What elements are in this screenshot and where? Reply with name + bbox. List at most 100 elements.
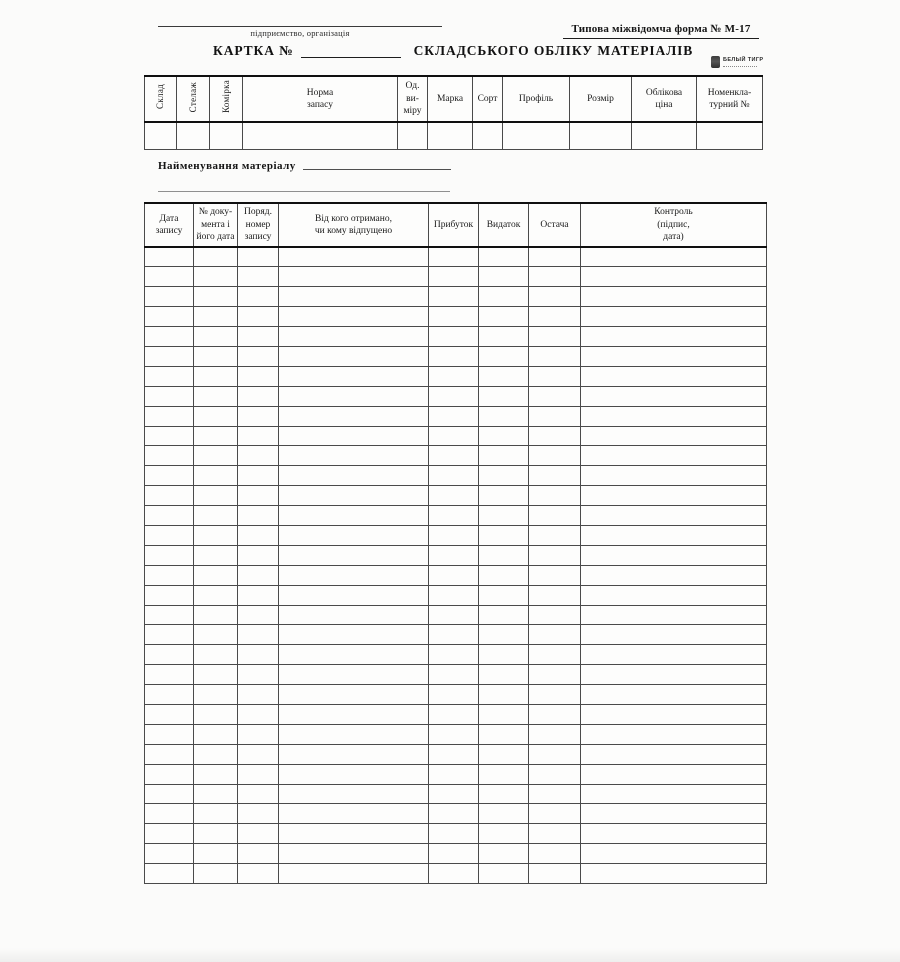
empty-cell-vid-koho [278, 604, 429, 626]
empty-cell-data-zapysu [144, 465, 194, 487]
empty-cell-ostacha [528, 723, 581, 745]
empty-cell-prybutok [428, 584, 479, 606]
empty-cell-data-zapysu [144, 823, 194, 845]
empty-cell-poriadkovyi-nomer [237, 326, 279, 347]
empty-cell-prybutok [428, 684, 479, 705]
empty-cell-sklad [144, 121, 177, 150]
empty-row [144, 843, 767, 865]
empty-cell-marka [427, 121, 473, 150]
empty-cell-nomer-dokumenta [193, 266, 238, 288]
empty-cell-prybutok [428, 524, 479, 546]
empty-cell-poriadkovyi-nomer [237, 365, 279, 387]
empty-cell-vid-koho [278, 445, 429, 467]
empty-cell-vydatok [478, 246, 529, 268]
header-row: Склад Стелаж Комірка Норма запасу Од. ви- мі… [144, 75, 763, 123]
company-fill-in-line [158, 26, 442, 27]
empty-cell-vydatok [478, 286, 529, 308]
empty-cell-vydatok [478, 703, 529, 725]
empty-cell-nomer-dokumenta [193, 246, 238, 268]
empty-cell-vydatok [478, 843, 529, 865]
empty-cell-vid-koho [278, 723, 429, 745]
empty-cell-vid-koho [278, 843, 429, 865]
publisher-logo: БЕЛЫЙ ТИГР [711, 56, 763, 68]
empty-row [144, 684, 767, 705]
column-header-prybutok: Прибуток [428, 202, 479, 248]
empty-cell-kontrol [580, 703, 767, 725]
column-header-rozmir: Розмір [569, 75, 632, 123]
empty-cell-prybutok [428, 425, 479, 447]
empty-cell-kontrol [580, 266, 767, 288]
card-number-blank-line [300, 46, 401, 58]
empty-cell-prybutok [428, 823, 479, 845]
empty-cell-vid-koho [278, 405, 429, 427]
empty-cell-prybutok [428, 326, 479, 347]
empty-row [144, 405, 767, 427]
publisher-logo-icon [711, 56, 720, 68]
empty-cell-kontrol [580, 644, 767, 666]
column-header-oblikova-tsina: Облікова ціна [631, 75, 697, 123]
empty-cell-nomer-dokumenta [193, 763, 238, 785]
column-header-profil: Профіль [502, 75, 570, 123]
empty-cell-vydatok [478, 684, 529, 705]
empty-cell-oblikova-tsina [631, 121, 697, 150]
header-row: Дата запису № доку- мента і його дата Поря… [144, 202, 767, 248]
empty-row [144, 524, 767, 546]
empty-cell-poriadkovyi-nomer [237, 684, 279, 705]
empty-cell-ostacha [528, 843, 581, 865]
empty-cell-data-zapysu [144, 803, 194, 825]
empty-cell-nomer-dokumenta [193, 326, 238, 347]
empty-cell-vydatok [478, 266, 529, 288]
empty-cell-nomer-dokumenta [193, 465, 238, 487]
empty-cell-vid-koho [278, 286, 429, 308]
empty-cell-kontrol [580, 684, 767, 705]
empty-cell-poriadkovyi-nomer [237, 524, 279, 546]
empty-cell-prybutok [428, 246, 479, 268]
empty-cell-poriadkovyi-nomer [237, 823, 279, 845]
empty-row [144, 445, 767, 467]
empty-cell-vydatok [478, 385, 529, 407]
empty-cell-norma-zapasu [242, 121, 398, 150]
empty-cell-prybutok [428, 703, 479, 725]
empty-cell-kontrol [580, 365, 767, 387]
empty-cell-nomer-dokumenta [193, 306, 238, 328]
empty-cell-vydatok [478, 465, 529, 487]
empty-cell-nomer-dokumenta [193, 405, 238, 427]
empty-cell-vydatok [478, 803, 529, 825]
empty-cell-sort [472, 121, 503, 150]
empty-cell-nomer-dokumenta [193, 604, 238, 626]
empty-cell-vydatok [478, 505, 529, 526]
empty-cell-nomer-dokumenta [193, 544, 238, 566]
empty-row [144, 326, 767, 347]
empty-cell-prybutok [428, 564, 479, 586]
empty-cell-kontrol [580, 743, 767, 765]
empty-cell-kontrol [580, 445, 767, 467]
empty-cell-poriadkovyi-nomer [237, 405, 279, 427]
empty-cell-nomer-dokumenta [193, 803, 238, 825]
empty-cell-kontrol [580, 544, 767, 566]
empty-cell-prybutok [428, 544, 479, 566]
empty-cell-kontrol [580, 863, 767, 884]
empty-cell-data-zapysu [144, 306, 194, 328]
empty-row [144, 485, 767, 507]
empty-cell-kontrol [580, 246, 767, 268]
empty-cell-ostacha [528, 604, 581, 626]
empty-cell-kontrol [580, 505, 767, 526]
empty-cell-nomer-dokumenta [193, 584, 238, 606]
empty-cell-vydatok [478, 664, 529, 686]
empty-cell-ostacha [528, 266, 581, 288]
empty-cell-data-zapysu [144, 246, 194, 268]
empty-cell-vid-koho [278, 485, 429, 507]
empty-cell-vid-koho [278, 266, 429, 288]
empty-row [144, 863, 767, 884]
empty-cell-poriadkovyi-nomer [237, 743, 279, 765]
empty-cell-prybutok [428, 763, 479, 785]
empty-cell-prybutok [428, 286, 479, 308]
empty-cell-nomer-dokumenta [193, 644, 238, 666]
empty-row [144, 306, 767, 328]
empty-cell-kontrol [580, 465, 767, 487]
column-header-nomenklaturnyi: Номенкла- турний № [696, 75, 763, 123]
empty-row [144, 121, 763, 150]
empty-cell-prybutok [428, 624, 479, 646]
empty-cell-kontrol [580, 843, 767, 865]
